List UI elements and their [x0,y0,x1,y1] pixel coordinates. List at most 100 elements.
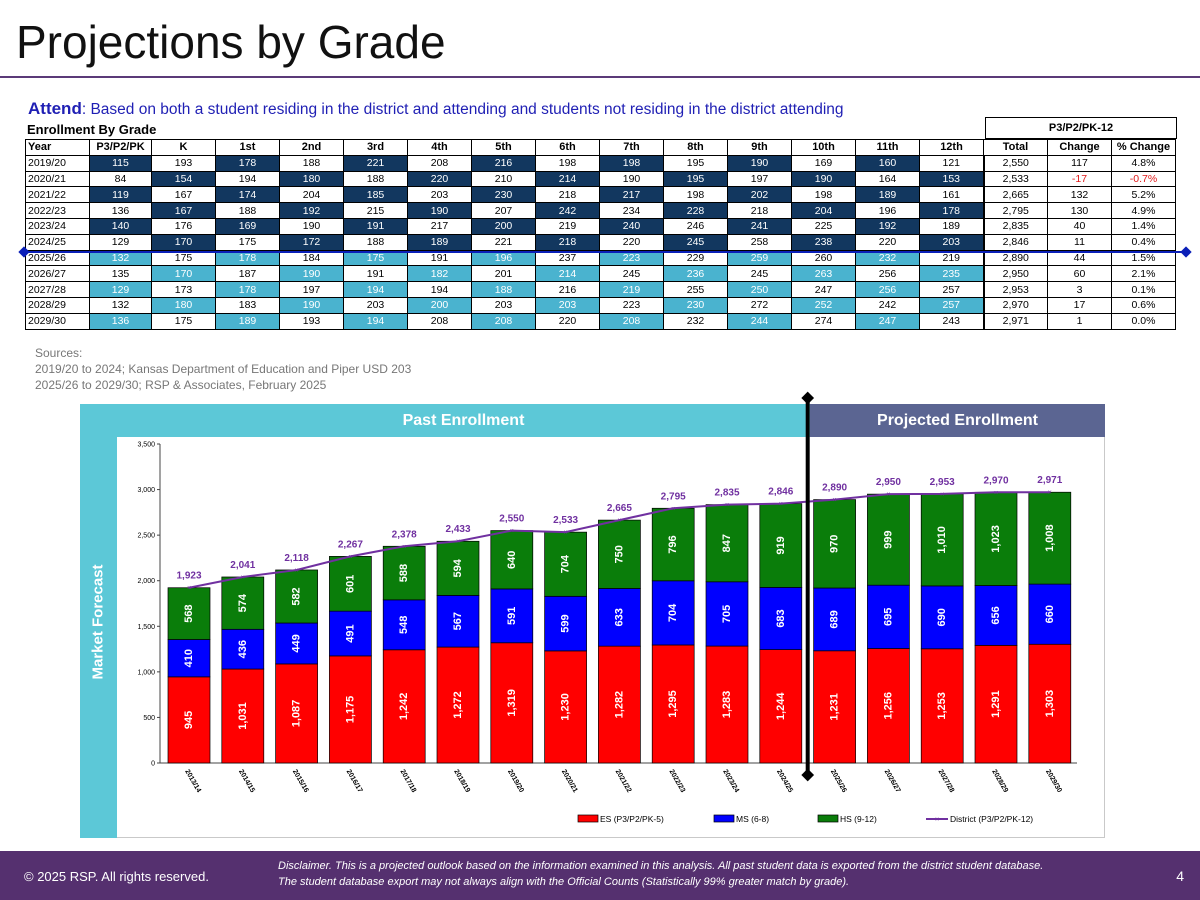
column-header: P3/P2/PK [89,139,152,156]
table-cell: 191 [343,217,408,235]
column-header: 9th [727,139,792,156]
table-cell: 198 [599,154,664,172]
table-cell: 193 [151,154,216,172]
table-cell: 203 [407,186,472,204]
table-cell: 256 [855,265,920,283]
table-cell: 194 [407,281,472,298]
column-header: 5th [471,139,536,156]
divider-top-diamond-icon [801,391,815,405]
table-cell: 160 [855,154,920,172]
table-cell: 2026/27 [25,265,90,283]
table-cell: -17 [1047,170,1112,188]
table-cell: 230 [471,186,536,204]
table-cell: 180 [151,296,216,314]
table-cell: 245 [599,265,664,283]
table-cell: 258 [727,233,792,251]
table-cell: -0.7% [1111,170,1176,188]
table-cell: 250 [727,281,792,298]
table-cell: 225 [791,217,856,235]
table-cell: 121 [919,154,984,172]
table-cell: 161 [919,186,984,204]
table-cell: 174 [215,186,280,204]
table-cell: 229 [663,249,728,267]
table-cell: 241 [727,217,792,235]
column-header: 3rd [343,139,408,156]
table-cell: 175 [151,312,216,330]
table-cell: 189 [855,186,920,204]
column-header: 6th [535,139,600,156]
table-cell: 201 [471,265,536,283]
table-cell: 167 [151,186,216,204]
table-cell: 192 [855,217,920,235]
table-cell: 223 [599,249,664,267]
table-row: 2023/24 140 176 169 190 191 217 200 219 240 246 241… [25,217,1176,235]
table-cell: 17 [1047,296,1112,314]
table-cell: 0.1% [1111,281,1176,298]
table-cell: 221 [471,233,536,251]
table-cell: 215 [343,202,408,219]
table-cell: 202 [727,186,792,204]
table-cell: 220 [599,233,664,251]
table-cell: 220 [855,233,920,251]
table-cell: 263 [791,265,856,283]
page-title: Projections by Grade [16,16,446,68]
table-cell: 188 [215,202,280,219]
table-cell: 193 [279,312,344,330]
table-row: 2022/23 136 167 188 192 215 190 207 242 234 228 218… [25,202,1176,219]
table-cell: 195 [663,154,728,172]
table-cell: 117 [1047,154,1112,172]
table-cell: 175 [215,233,280,251]
column-header: 2nd [279,139,344,156]
column-header: 1st [215,139,280,156]
table-cell: 257 [919,296,984,314]
table-cell: 172 [279,233,344,251]
table-cell: 240 [599,217,664,235]
table-cell: 194 [343,281,408,298]
table-cell: 232 [855,249,920,267]
table-cell: 221 [343,154,408,172]
table-cell: 216 [535,281,600,298]
sources-note: Sources: 2019/20 to 2024; Kansas Departm… [35,345,411,393]
table-cell: 2019/20 [25,154,90,172]
chart-left-band [80,404,117,838]
title-divider [0,76,1200,78]
table-cell: 2,950 [982,265,1048,283]
table-cell: 170 [151,265,216,283]
table-cell: 204 [791,202,856,219]
chart-frame [80,404,1105,838]
column-header: Year [25,139,90,156]
table-row: 2029/30 136 175 189 193 194 208 208 220 208 232 244… [25,312,1176,330]
column-header: 11th [855,139,920,156]
table-cell: 245 [663,233,728,251]
table-cell: 256 [855,281,920,298]
table-cell: 4.9% [1111,202,1176,219]
table-cell: 203 [343,296,408,314]
table-cell: 2,970 [982,296,1048,314]
chart-source: Source: RSP & Associates – February 2025 [127,812,360,826]
table-cell: 180 [279,170,344,188]
table-cell: 232 [663,312,728,330]
table-cell: 216 [471,154,536,172]
table-cell: 0.0% [1111,312,1176,330]
table-cell: 238 [791,233,856,251]
column-header: 8th [663,139,728,156]
column-header: Total [983,139,1048,156]
market-forecast-label: Market Forecast [89,564,107,680]
table-cell: 208 [599,312,664,330]
table-cell: 1 [1047,312,1112,330]
table-cell: 2022/23 [25,202,90,219]
table-cell: 173 [151,281,216,298]
enrollment-table: Year P3/P2/PK K 1st 2nd 3rd 4th 5th 6th 7th 8th 9th… [25,139,1176,330]
table-cell: 218 [535,186,600,204]
table-cell: 2.1% [1111,265,1176,283]
table-cell: 195 [663,170,728,188]
table-cell: 259 [727,249,792,267]
table-cell: 188 [343,233,408,251]
table-cell: 190 [791,170,856,188]
table-cell: 2029/30 [25,312,90,330]
table-cell: 2,795 [982,202,1048,219]
table-row: 2020/21 84 154 194 180 188 220 210 214 190 195 197 1… [25,170,1176,188]
table-cell: 115 [89,154,152,172]
table-cell: 217 [599,186,664,204]
table-cell: 129 [89,233,152,251]
